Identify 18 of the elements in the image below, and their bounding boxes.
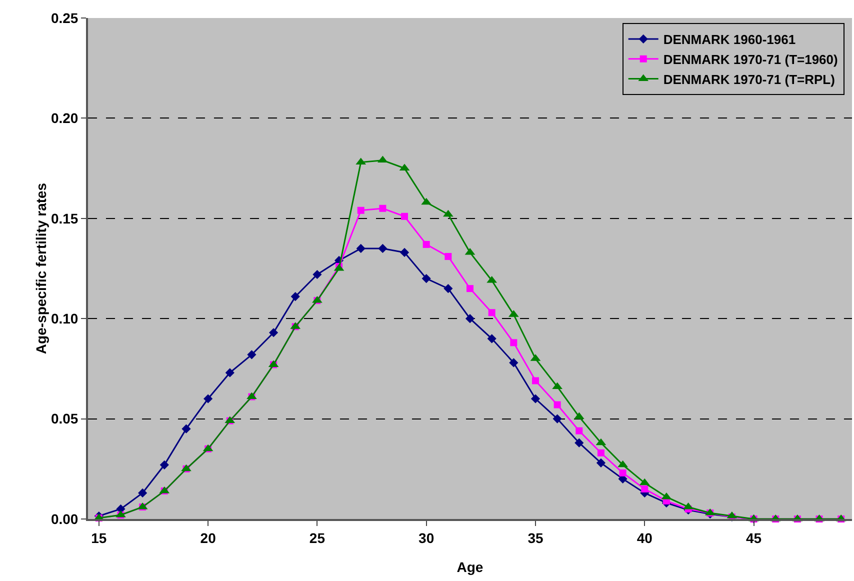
- legend-label: DENMARK 1970-71 (T=1960): [663, 52, 838, 67]
- legend-label: DENMARK 1970-71 (T=RPL): [663, 72, 835, 87]
- x-tick-label: 20: [200, 530, 216, 546]
- x-tick-label: 25: [309, 530, 326, 546]
- x-tick-label: 30: [418, 530, 434, 546]
- x-tick-label: 45: [746, 530, 762, 546]
- y-tick-label: 0.25: [50, 10, 78, 26]
- y-tick-label: 0.00: [50, 510, 78, 527]
- y-tick-label: 0.05: [50, 410, 78, 427]
- x-tick-label: 40: [636, 530, 653, 546]
- y-tick-label: 0.10: [50, 310, 78, 326]
- x-axis-title: Age: [456, 559, 484, 575]
- y-tick-label: 0.20: [50, 110, 78, 126]
- y-axis-title: Age-specific fertility rates: [32, 182, 49, 354]
- legend-label: DENMARK 1960-1961: [663, 32, 796, 48]
- y-tick-label: 0.15: [50, 210, 78, 226]
- x-tick-label: 15: [91, 530, 107, 546]
- x-tick-label: 35: [528, 530, 544, 546]
